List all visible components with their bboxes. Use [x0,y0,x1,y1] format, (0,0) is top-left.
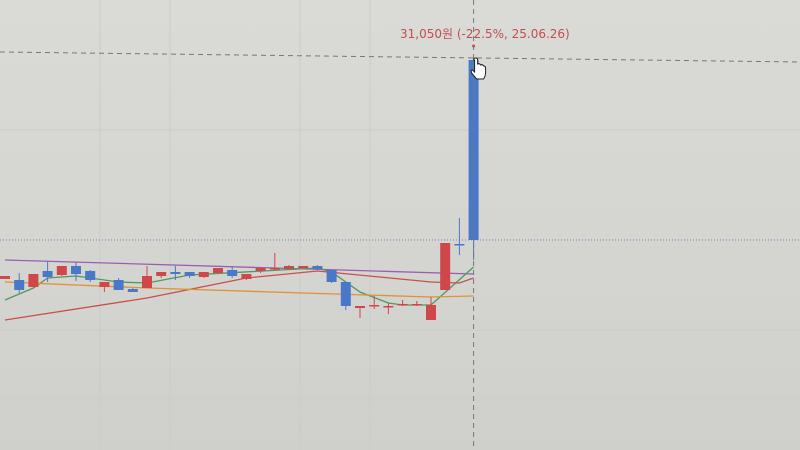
crosshair-horizontal [0,51,800,63]
candle-down [42,271,53,277]
candle-up [355,306,365,308]
candle-down [454,244,465,246]
crosshair-tooltip: 31,050원 (-22.5%, 25.06.26) [400,27,570,41]
candle-up [426,305,436,320]
candle-up [56,266,67,275]
candle-up [298,266,309,268]
candle-down [85,271,96,280]
candle-up [213,268,223,273]
candle-up [28,274,39,287]
candle-down [184,272,195,276]
candle-up [397,304,408,306]
candle-up [284,266,294,269]
candle-down [326,270,337,282]
candle-up [440,243,451,290]
candle-down [71,266,81,274]
candle-up [369,305,380,307]
candle-up [156,272,167,276]
candle-up [198,272,209,277]
candle-up [255,268,266,271]
candle-down [14,280,25,290]
candle-down [468,60,479,240]
candle-down [227,270,238,276]
candle-up [99,282,110,287]
candle-down [127,289,138,292]
candle-up [383,306,394,308]
candle-down [312,266,323,269]
candle-up [411,304,422,306]
candle-down [170,272,181,274]
candle-up [241,274,252,279]
crosshair-marker [472,44,476,48]
moving-average-line-3 [4,270,474,321]
candle-down [113,280,124,290]
moving-average-line-4 [4,281,474,298]
candle-down [340,282,351,306]
hand-cursor-icon [470,57,487,80]
candle-up [142,276,152,288]
candle-up [0,276,10,279]
candle-up [269,268,280,270]
